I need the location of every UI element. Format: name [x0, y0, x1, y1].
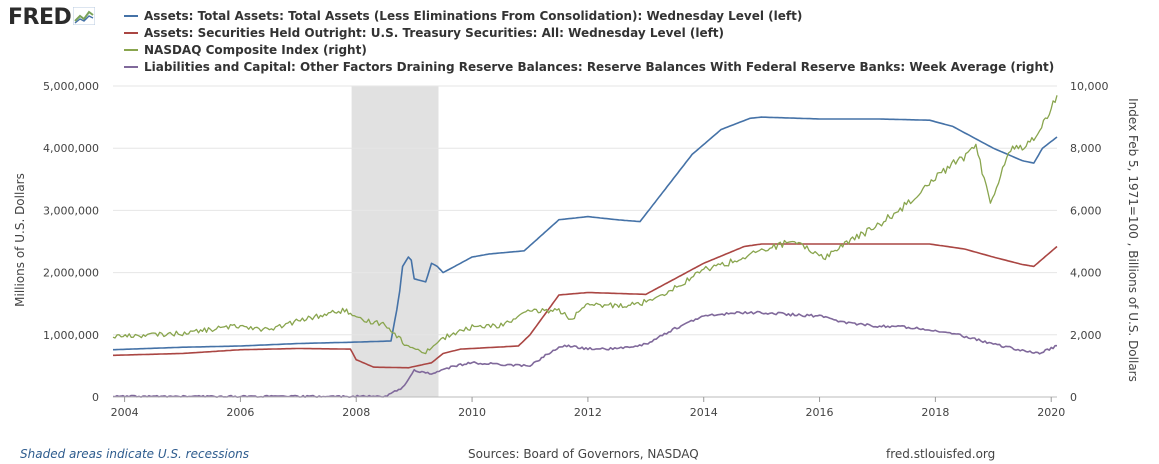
legend-swatch	[124, 14, 138, 17]
x-tick-label: 2008	[342, 406, 370, 419]
x-tick-label: 2016	[806, 406, 834, 419]
recession-band	[351, 86, 439, 397]
chart-legend: Assets: Total Assets: Total Assets (Less…	[124, 7, 1054, 75]
y-tick-right-label: 4,000	[1070, 267, 1102, 280]
fred-logo: FRED	[8, 5, 96, 30]
fred-graph-icon	[73, 7, 96, 25]
x-tick-label: 2020	[1037, 406, 1065, 419]
fred-logo-text: FRED	[8, 5, 72, 30]
x-tick-label: 2012	[574, 406, 602, 419]
legend-label: Assets: Total Assets: Total Assets (Less…	[144, 8, 803, 23]
series-layer	[112, 95, 1058, 399]
y-axis-right-title: Index Feb 5, 1971=100 , Billions of U.S.…	[1126, 98, 1140, 382]
y-tick-right-label: 10,000	[1070, 80, 1109, 93]
sources-note: Sources: Board of Governors, NASDAQ	[468, 447, 699, 461]
y-tick-left-label: 1,000,000	[43, 329, 99, 342]
legend-swatch	[124, 65, 138, 68]
series-line	[112, 310, 1057, 399]
x-tick-label: 2010	[458, 406, 486, 419]
legend-label: Liabilities and Capital: Other Factors D…	[144, 59, 1055, 74]
axis-layer: 0 0 1,000,000 2,000 2,000,000 4,000 3,000,000 6…	[43, 80, 1108, 419]
recession-shading-layer	[351, 86, 439, 397]
y-tick-left-label: 0	[92, 391, 99, 404]
y-tick-right-label: 2,000	[1070, 329, 1102, 342]
legend-item[interactable]: NASDAQ Composite Index (right)	[124, 41, 1054, 58]
legend-item[interactable]: Liabilities and Capital: Other Factors D…	[124, 58, 1054, 75]
y-axis-left-title: Millions of U.S. Dollars	[13, 173, 27, 307]
y-tick-left-label: 3,000,000	[43, 204, 99, 217]
fred-site-link[interactable]: fred.stlouisfed.org	[886, 447, 996, 461]
series-line	[112, 95, 1058, 355]
x-tick-label: 2014	[690, 406, 718, 419]
legend-item[interactable]: Assets: Securities Held Outright: U.S. T…	[124, 24, 1054, 41]
grid-layer	[113, 85, 1057, 336]
y-tick-left-label: 2,000,000	[43, 267, 99, 280]
y-tick-right-label: 6,000	[1070, 204, 1102, 217]
y-tick-left-label: 4,000,000	[43, 142, 99, 155]
legend-swatch	[124, 31, 138, 34]
y-tick-left-label: 5,000,000	[43, 80, 99, 93]
legend-swatch	[124, 48, 138, 51]
series-line	[113, 116, 1058, 351]
series-line	[113, 243, 1058, 369]
recession-note[interactable]: Shaded areas indicate U.S. recessions	[20, 447, 250, 461]
y-tick-right-label: 8,000	[1070, 142, 1102, 155]
x-tick-label: 2018	[921, 406, 949, 419]
x-tick-label: 2004	[111, 406, 139, 419]
legend-label: Assets: Securities Held Outright: U.S. T…	[144, 25, 725, 40]
legend-item[interactable]: Assets: Total Assets: Total Assets (Less…	[124, 7, 1054, 24]
y-tick-right-label: 0	[1070, 391, 1077, 404]
x-tick-label: 2006	[226, 406, 254, 419]
legend-label: NASDAQ Composite Index (right)	[144, 42, 367, 57]
